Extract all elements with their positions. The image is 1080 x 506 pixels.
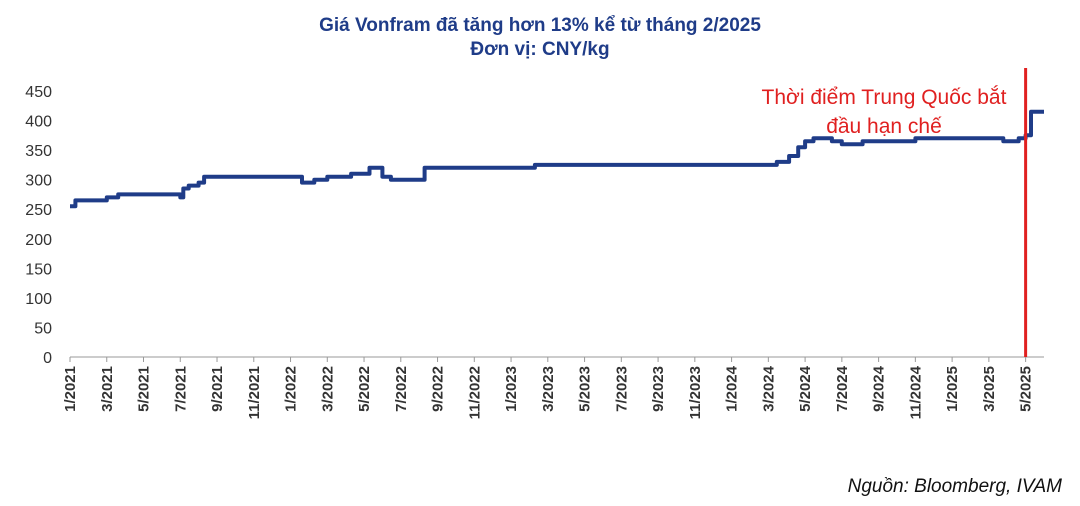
x-tick-label: 3/2022 bbox=[319, 366, 336, 412]
x-tick-label: 3/2024 bbox=[760, 365, 777, 412]
x-tick-label: 11/2022 bbox=[466, 366, 483, 419]
y-tick-label: 0 bbox=[43, 350, 52, 367]
x-tick-label: 7/2024 bbox=[834, 365, 851, 412]
x-tick-label: 7/2022 bbox=[393, 366, 410, 412]
annotation-layer: Thời điểm Trung Quốc bắt đầu hạn chế bbox=[762, 68, 1028, 357]
chart-title-block: Giá Vonfram đã tăng hơn 13% kể từ tháng … bbox=[0, 14, 1080, 62]
x-axis: 1/2021 3/2021 5/2021 7/2021 9/2021 11/2021 1/2… bbox=[62, 356, 1044, 419]
x-tick-label: 3/2021 bbox=[99, 366, 116, 412]
line-chart: 0 50 100 150 200 250 300 350 400 450 1/2021 3/2021… bbox=[25, 68, 1044, 419]
x-tick-label: 1/2024 bbox=[724, 365, 741, 412]
y-axis: 0 50 100 150 200 250 300 350 400 450 bbox=[25, 84, 52, 367]
x-tick-label: 11/2021 bbox=[246, 366, 263, 419]
x-tick-label: 11/2023 bbox=[687, 366, 704, 419]
y-tick-label: 100 bbox=[25, 291, 52, 308]
source-note: Nguồn: Bloomberg, IVAM bbox=[847, 476, 1062, 497]
y-tick-label: 350 bbox=[25, 143, 52, 160]
y-tick-label: 150 bbox=[25, 261, 52, 278]
y-tick-label: 250 bbox=[25, 202, 52, 219]
y-tick-label: 300 bbox=[25, 173, 52, 190]
x-tick-label: 9/2022 bbox=[430, 366, 447, 412]
y-tick-label: 50 bbox=[34, 320, 52, 337]
chart-subtitle: Đơn vị: CNY/kg bbox=[470, 39, 610, 60]
x-tick-label: 11/2024 bbox=[907, 365, 924, 419]
x-tick-label: 5/2022 bbox=[356, 366, 373, 412]
y-tick-label: 200 bbox=[25, 232, 52, 249]
x-tick-label: 7/2023 bbox=[613, 366, 630, 412]
y-tick-label: 400 bbox=[25, 114, 52, 131]
price-line bbox=[70, 109, 1044, 209]
x-tick-label: 1/2022 bbox=[283, 366, 300, 412]
x-tick-label: 3/2025 bbox=[981, 366, 998, 412]
x-tick-label: 9/2021 bbox=[209, 366, 226, 412]
annotation-text: đầu hạn chế bbox=[826, 115, 942, 138]
x-tick-label: 1/2023 bbox=[503, 366, 520, 412]
x-tick-label: 3/2023 bbox=[540, 366, 557, 412]
x-tick-label: 5/2025 bbox=[1018, 366, 1035, 412]
y-tick-label: 450 bbox=[25, 84, 52, 101]
x-tick-label: 5/2024 bbox=[797, 365, 814, 412]
x-tick-label: 5/2023 bbox=[577, 366, 594, 412]
chart-title: Giá Vonfram đã tăng hơn 13% kể từ tháng … bbox=[319, 15, 761, 36]
x-tick-label: 9/2024 bbox=[871, 365, 888, 412]
x-tick-label: 5/2021 bbox=[136, 366, 153, 412]
x-tick-label: 9/2023 bbox=[650, 366, 667, 412]
x-tick-label: 7/2021 bbox=[172, 366, 189, 412]
series-layer bbox=[70, 109, 1044, 209]
x-tick-label: 1/2021 bbox=[62, 366, 79, 412]
x-tick-label: 1/2025 bbox=[944, 366, 961, 412]
annotation-text: Thời điểm Trung Quốc bắt bbox=[762, 86, 1007, 109]
